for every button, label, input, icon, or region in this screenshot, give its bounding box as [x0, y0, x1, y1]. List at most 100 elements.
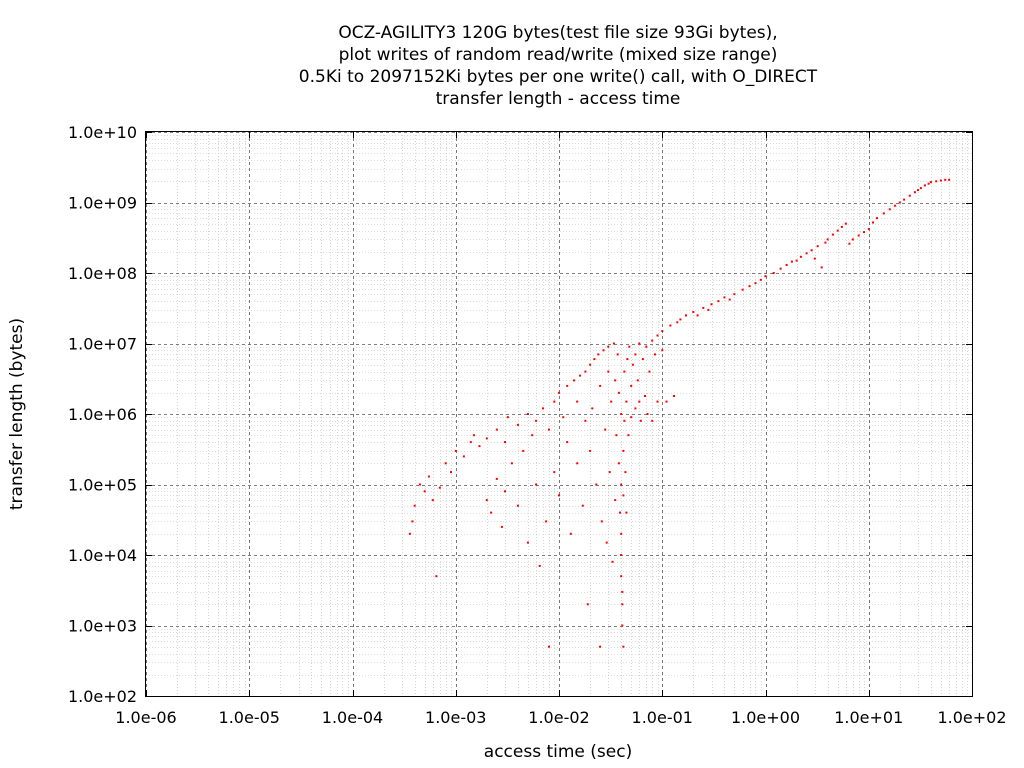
data-point: [676, 321, 679, 324]
data-point: [628, 345, 631, 348]
data-point: [622, 494, 625, 497]
data-point: [427, 475, 430, 478]
data-point: [665, 400, 668, 403]
data-point: [848, 242, 851, 245]
data-point: [651, 419, 654, 422]
data-point: [728, 298, 731, 301]
x-axis-label: access time (sec): [484, 742, 632, 762]
data-point: [504, 490, 506, 493]
data-point: [553, 400, 556, 403]
data-point: [495, 428, 498, 431]
chart-title: OCZ-AGILITY3 120G bytes(test file size 9…: [299, 23, 818, 109]
data-point: [593, 358, 596, 361]
data-point: [615, 434, 618, 437]
data-point: [656, 400, 659, 403]
data-point: [611, 560, 614, 563]
data-point: [673, 395, 675, 397]
data-point: [813, 257, 816, 260]
data-point: [785, 264, 788, 266]
data-point: [485, 437, 488, 440]
y-tick-label: 1.0e+07: [68, 335, 137, 354]
x-tick-label: 1.0e-01: [632, 708, 693, 727]
data-point: [939, 179, 942, 182]
data-point: [867, 228, 870, 231]
title-line-3: 0.5Ki to 2097152Ki bytes per one write()…: [299, 67, 818, 87]
data-point: [857, 234, 860, 237]
data-point: [621, 590, 624, 593]
data-point: [669, 324, 672, 327]
data-point: [872, 221, 874, 224]
data-point: [923, 184, 926, 187]
data-point: [600, 520, 603, 523]
data-point: [619, 511, 621, 514]
data-point: [696, 314, 699, 317]
data-point: [625, 511, 628, 514]
y-tick-label: 1.0e+05: [68, 476, 137, 495]
data-point: [764, 275, 767, 278]
data-point: [438, 486, 441, 489]
x-tick-label: 1.0e-06: [115, 708, 176, 727]
y-tick-label: 1.0e+03: [68, 617, 137, 636]
data-point: [927, 182, 930, 185]
data-point: [630, 384, 633, 387]
data-point: [627, 434, 630, 437]
data-point: [634, 353, 637, 356]
data-point: [888, 208, 891, 211]
data-point: [620, 413, 623, 415]
data-point: [917, 189, 919, 192]
data-point: [919, 187, 922, 190]
data-point: [579, 374, 582, 377]
data-point: [510, 462, 513, 465]
data-point: [630, 416, 633, 419]
data-point: [621, 624, 624, 627]
data-point: [504, 441, 506, 444]
data-point: [418, 483, 421, 486]
data-point: [435, 575, 438, 578]
data-point: [620, 575, 623, 578]
data-point: [450, 471, 452, 474]
data-point: [423, 490, 426, 493]
data-point: [569, 532, 572, 535]
plot-frame: [145, 131, 973, 697]
data-point: [882, 212, 885, 215]
data-point: [616, 353, 619, 356]
data-point: [545, 520, 548, 523]
data-point: [411, 520, 414, 523]
data-point: [624, 471, 627, 474]
data-point: [772, 272, 775, 274]
data-point: [810, 249, 813, 252]
data-point: [944, 178, 947, 181]
x-tick-label: 1.0e+00: [731, 708, 800, 727]
data-point: [638, 342, 641, 345]
title-line-2: plot writes of random read/write (mixed …: [339, 45, 778, 65]
data-point: [685, 314, 687, 317]
data-point: [623, 419, 626, 422]
data-point: [636, 379, 639, 382]
data-point: [584, 370, 587, 373]
data-point: [626, 358, 629, 361]
data-point: [654, 353, 656, 356]
data-point: [623, 370, 626, 373]
data-point: [614, 379, 617, 382]
data-point: [648, 370, 651, 373]
data-point: [759, 278, 762, 281]
grid: [146, 132, 973, 697]
data-point: [605, 541, 608, 544]
data-point: [548, 428, 550, 431]
data-point: [558, 391, 560, 394]
x-axis-ticks: 1.0e-06 1.0e-05 1.0e-04 1.0e-03 1.0e-02 1.0e-…: [115, 132, 1007, 727]
y-tick-label: 1.0e+08: [68, 264, 137, 283]
data-point: [826, 238, 829, 241]
data-point: [469, 441, 472, 444]
data-point: [586, 603, 589, 606]
data-point: [639, 419, 642, 422]
data-point: [702, 306, 705, 309]
data-point: [608, 471, 611, 474]
data-point: [535, 483, 538, 486]
data-point: [602, 349, 605, 352]
data-point: [431, 499, 434, 502]
x-tick-label: 1.0e+01: [834, 708, 903, 727]
data-point: [645, 345, 648, 348]
data-point: [531, 434, 534, 437]
